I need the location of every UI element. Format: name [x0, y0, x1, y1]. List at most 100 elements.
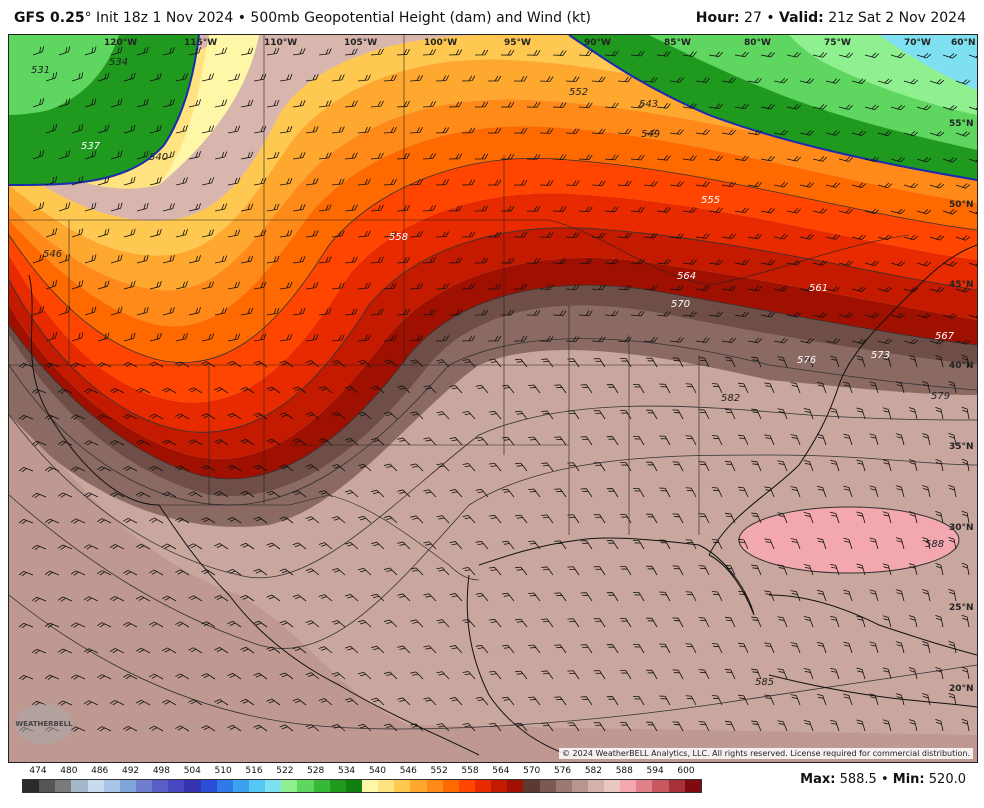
legend-swatch [87, 780, 104, 792]
wind-barb [935, 718, 944, 732]
band-570 [9, 305, 977, 527]
wind-barb [435, 179, 450, 186]
wind-barb [109, 596, 125, 602]
wind-barb [83, 544, 99, 550]
wind-barb [474, 153, 489, 160]
wind-barb [578, 310, 593, 317]
wind-barb [422, 257, 437, 264]
wind-barb [903, 78, 919, 85]
wind-barb [552, 102, 567, 108]
wind-barb [57, 388, 73, 394]
wind-barb [201, 177, 215, 186]
wind-barb [162, 595, 177, 602]
wind-barb [58, 202, 71, 212]
wind-barb [227, 125, 241, 134]
wind-barb [214, 99, 228, 108]
legend-swatch [265, 780, 282, 792]
wind-barb [357, 282, 371, 290]
wind-barb [397, 541, 411, 550]
wind-barb [777, 616, 788, 628]
wind-barb [591, 76, 606, 83]
wind-barb [830, 511, 840, 524]
wind-barb [410, 567, 424, 576]
wind-barb [383, 334, 397, 342]
wind-barb [305, 74, 319, 82]
valid-label: Valid: [779, 10, 824, 26]
wind-barb [669, 233, 684, 239]
wind-barb [32, 305, 45, 316]
wind-barb [606, 592, 619, 602]
wind-barb [162, 647, 177, 654]
wind-barb [370, 256, 384, 264]
wind-barb [305, 724, 320, 732]
wind-barb [803, 720, 814, 732]
wind-barb [682, 207, 697, 213]
wind-barb [593, 358, 606, 368]
wind-barb [554, 384, 567, 394]
wind-barb [370, 308, 384, 316]
wind-barb [44, 518, 60, 524]
wind-barb [136, 46, 149, 56]
wind-barb [266, 386, 281, 394]
wind-barb [449, 437, 463, 446]
wind-barb [149, 228, 162, 238]
wind-barb [474, 205, 489, 212]
wind-barb [760, 207, 776, 214]
wind-barb [423, 541, 437, 550]
wind-barb [318, 542, 333, 550]
wind-barb [318, 386, 333, 394]
wind-barb [565, 232, 580, 238]
wind-barb [786, 259, 802, 266]
wind-barb [539, 76, 554, 82]
wind-barb [436, 671, 450, 680]
wind-barb [777, 668, 788, 680]
wind-barb [646, 669, 658, 680]
wind-barb [890, 104, 906, 111]
wind-barb [292, 594, 307, 602]
wind-barb [253, 177, 267, 186]
wind-barb [331, 568, 346, 576]
wind-barb [604, 310, 619, 317]
wind-barb [513, 179, 528, 186]
wind-barb [227, 360, 242, 368]
wind-barb [449, 593, 463, 602]
wind-barb [630, 154, 645, 161]
legend-value: 570 [523, 766, 541, 776]
contour-label: 561 [809, 283, 828, 294]
wind-barb [669, 181, 684, 187]
wind-barb [708, 155, 723, 161]
copyright-notice: © 2024 WeatherBELL Analytics, LLC. All r… [559, 748, 973, 759]
wind-barb [149, 413, 164, 420]
wind-barb [487, 335, 502, 342]
wind-barb [70, 726, 86, 732]
wind-barb [357, 411, 372, 420]
wind-barb [734, 51, 749, 58]
wind-barb [711, 435, 723, 446]
wind-barb [922, 537, 931, 550]
wind-barb [685, 487, 697, 498]
wind-barb [384, 515, 398, 524]
wind-barb [357, 567, 372, 576]
contour-label: 588 [925, 539, 944, 550]
wind-barb [606, 644, 619, 654]
wind-barb [175, 281, 188, 290]
wind-barb [646, 565, 658, 576]
wind-barb [895, 433, 905, 446]
wind-barb [816, 694, 827, 706]
wind-barb [734, 155, 749, 162]
contour-label: 543 [639, 99, 658, 110]
wind-barb [606, 436, 619, 446]
wind-barb [71, 228, 84, 238]
wind-barb [593, 670, 606, 680]
wind-barb [604, 258, 619, 265]
wind-barb [292, 490, 307, 498]
wind-barb [955, 131, 971, 137]
wind-barb [554, 488, 567, 498]
wind-barb [475, 488, 489, 498]
wind-barb [916, 104, 932, 111]
wind-barb [764, 382, 775, 394]
wind-barb [695, 337, 710, 343]
wind-barb [838, 52, 854, 58]
wind-barb [816, 434, 827, 446]
wind-barb [344, 152, 358, 160]
